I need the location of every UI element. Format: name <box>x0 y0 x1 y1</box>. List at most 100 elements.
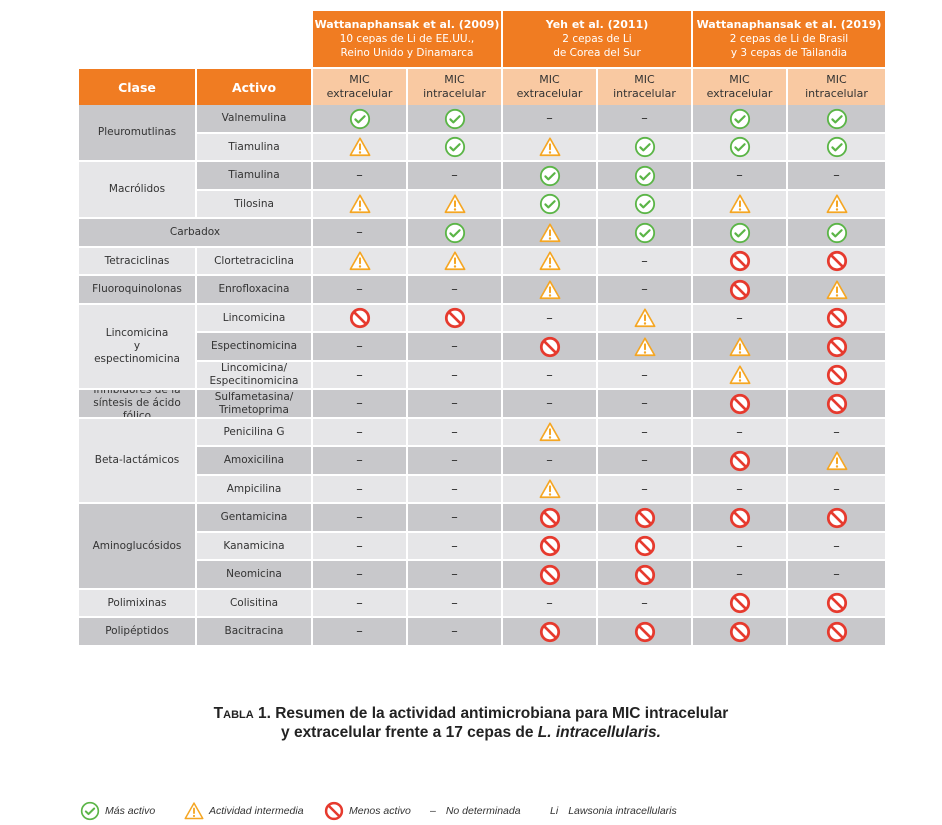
activo-label: Gentamicina <box>220 511 288 523</box>
activo-cell: Sulfametasina/ Trimetoprima <box>197 390 313 419</box>
not-determined-dash: – <box>451 396 458 411</box>
value-cell <box>313 105 408 134</box>
value-cell <box>503 276 598 305</box>
value-cell: – <box>408 276 503 305</box>
value-cell <box>693 618 788 647</box>
activo-label: Neomicina <box>226 568 282 580</box>
not-determined-dash: – <box>736 424 743 440</box>
clase-cell: Lincomicina y espectinomicina <box>79 305 197 390</box>
value-cell: – <box>313 390 408 419</box>
study-title: Yeh et al. (2011) <box>545 18 649 31</box>
not-determined-dash: – <box>356 168 363 183</box>
not-determined-dash: – <box>451 538 458 554</box>
value-cell <box>788 105 885 134</box>
not-determined-dash: – <box>641 481 648 497</box>
caption-text: y extracelular frente a 17 cepas de <box>281 724 538 741</box>
value-cell: – <box>598 590 693 618</box>
warning-icon <box>539 279 560 299</box>
not-determined-dash: – <box>451 481 458 497</box>
activo-label: Bacitracina <box>224 625 284 637</box>
value-cell: – <box>408 561 503 590</box>
activo-label: Tiamulina <box>228 169 280 181</box>
not-determined-dash: – <box>641 253 648 269</box>
value-cell <box>788 362 885 390</box>
check-icon <box>826 222 847 243</box>
value-cell <box>408 191 503 219</box>
check-icon <box>634 136 655 158</box>
warning-icon <box>349 194 370 214</box>
mic-label-bottom: extracelular <box>326 87 393 100</box>
warning-icon <box>729 194 750 214</box>
value-cell: – <box>408 419 503 447</box>
not-determined-dash: – <box>546 367 553 383</box>
activo-cell: Enrofloxacina <box>197 276 313 305</box>
value-cell: – <box>408 447 503 476</box>
mic-column-header: MIC extracelular <box>313 69 408 105</box>
value-cell <box>598 533 693 561</box>
not-determined-dash: – <box>356 567 363 582</box>
not-determined-dash: – <box>736 538 743 554</box>
not-determined-dash: – <box>356 595 363 611</box>
activo-label: Colisitina <box>229 596 279 609</box>
activo-label: Sulfametasina/ Trimetoprima <box>214 390 294 416</box>
not-determined-dash: – <box>736 168 743 183</box>
check-icon <box>444 108 465 129</box>
caption-line-1: Tabla 1. Resumen de la actividad antimic… <box>0 704 942 723</box>
clase-label: Polipéptidos <box>105 625 169 637</box>
value-cell <box>693 362 788 390</box>
activo-column-header: Activo <box>197 69 313 105</box>
caption-prefix: Tabla 1. <box>213 705 271 722</box>
value-cell: – <box>313 561 408 590</box>
value-cell: – <box>693 305 788 333</box>
clase-cell: Inhibidores de la síntesis de ácido fóli… <box>79 390 197 419</box>
value-cell <box>788 248 885 276</box>
activo-label: Tiamulina <box>228 140 280 153</box>
clase-label: Beta-lactámicos <box>94 454 180 466</box>
not-determined-dash: – <box>833 168 840 183</box>
legend-item-dash: – No determinada <box>430 800 521 822</box>
prohibited-icon <box>826 507 847 528</box>
not-determined-dash: – <box>546 396 553 411</box>
mic-label-top: MIC <box>729 73 750 86</box>
value-cell <box>503 162 598 191</box>
value-cell <box>788 590 885 618</box>
mic-label-top: MIC <box>444 73 465 86</box>
value-cell: – <box>408 476 503 504</box>
not-determined-dash: – <box>641 424 648 440</box>
mic-column-header: MIC extracelular <box>693 69 788 105</box>
prohibited-icon <box>634 535 655 557</box>
activo-cell: Neomicina <box>197 561 313 590</box>
check-icon <box>634 222 655 243</box>
value-cell <box>598 162 693 191</box>
value-cell: – <box>313 333 408 362</box>
not-determined-dash: – <box>641 396 648 411</box>
prohibited-icon <box>539 336 560 357</box>
value-cell <box>693 333 788 362</box>
not-determined-dash: – <box>641 282 648 297</box>
value-cell <box>693 276 788 305</box>
caption-line-2: y extracelular frente a 17 cepas de L. i… <box>0 723 942 742</box>
not-determined-dash: – <box>833 567 840 582</box>
value-cell: – <box>313 276 408 305</box>
value-cell <box>693 390 788 419</box>
not-determined-dash: – <box>356 282 363 297</box>
value-cell: – <box>598 476 693 504</box>
value-cell <box>313 248 408 276</box>
clase-label: Carbadox <box>169 226 221 238</box>
mic-label-top: MIC <box>634 73 655 86</box>
activo-label: Ampicilina <box>226 482 282 495</box>
value-cell: – <box>313 362 408 390</box>
value-cell <box>503 504 598 533</box>
check-icon <box>634 193 655 215</box>
prohibited-icon <box>444 307 465 329</box>
check-icon <box>729 108 750 129</box>
activo-cell: Penicilina G <box>197 419 313 447</box>
legend-label: Lawsonia intracellularis <box>568 805 677 817</box>
warning-icon <box>539 137 560 157</box>
value-cell: – <box>788 561 885 590</box>
value-cell: – <box>598 276 693 305</box>
warning-icon <box>444 251 465 271</box>
activo-label: Espectinomicina <box>210 340 298 352</box>
clase-cell: Polipéptidos <box>79 618 197 647</box>
value-cell: – <box>598 362 693 390</box>
